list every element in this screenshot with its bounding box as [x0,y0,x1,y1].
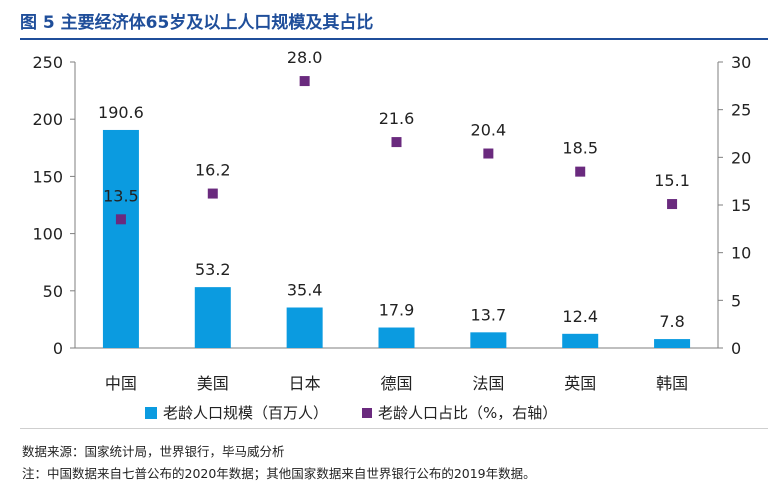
bar [470,332,507,348]
y-right-tick-label: 25 [731,101,751,120]
x-tick-label: 德国 [380,374,412,393]
legend-label-scatter: 老龄人口占比（%，右轴） [378,404,558,422]
title-divider [20,38,768,40]
x-tick-label: 法国 [472,374,504,393]
x-tick-label: 美国 [197,374,229,393]
scatter-data-label: 13.5 [103,186,139,205]
scatter-point [115,214,126,225]
chart-legend: 老龄人口规模（百万人） 老龄人口占比（%，右轴） [145,402,591,423]
bar-data-label: 13.7 [471,305,507,324]
legend-swatch-bar [145,406,157,419]
y-left-tick-label: 150 [32,167,63,186]
scatter-point [667,199,678,210]
x-tick-label: 韩国 [656,374,688,393]
legend-swatch-scatter [362,407,373,418]
note-text: 注：中国数据来自七普公布的2020年数据；其他国家数据来自世界银行公布的2019… [22,466,536,481]
bar-data-label: 35.4 [287,281,323,300]
y-right-tick-label: 10 [731,244,751,263]
y-right-tick-label: 5 [731,291,741,310]
bar-data-label: 12.4 [562,307,598,326]
y-left-tick-label: 200 [32,110,63,129]
bar [562,333,599,348]
scatter-point [299,76,310,87]
scatter-data-label: 18.5 [562,139,598,158]
x-tick-label: 日本 [289,374,321,393]
scatter-point [483,148,494,159]
bar-data-label: 7.8 [659,312,684,331]
x-tick-label: 英国 [564,374,596,393]
y-left-tick-label: 0 [53,339,63,358]
scatter-data-label: 28.0 [287,48,323,67]
chart-title: 图 5 主要经济体65岁及以上人口规模及其占比 [20,13,374,33]
scatter-point [575,166,586,177]
y-right-tick-label: 0 [731,339,741,358]
y-left-tick-label: 50 [43,282,63,301]
legend-item-bar: 老龄人口规模（百万人） [145,402,328,423]
bar-data-label: 17.9 [379,301,415,320]
legend-label-bar: 老龄人口规模（百万人） [163,404,329,422]
footer-divider [20,428,768,429]
y-left-tick-label: 100 [32,225,63,244]
x-tick-label: 中国 [105,374,137,393]
bar [102,129,139,348]
scatter-data-label: 15.1 [654,171,690,190]
legend-item-scatter: 老龄人口占比（%，右轴） [362,402,557,423]
bar-data-label: 53.2 [195,260,231,279]
y-right-tick-label: 20 [731,148,751,167]
scatter-point [391,137,402,148]
y-left-tick-label: 250 [32,53,63,72]
source-text: 数据来源：国家统计局，世界银行，毕马威分析 [22,444,285,459]
bar [654,339,691,348]
y-right-tick-label: 15 [731,196,751,215]
scatter-point [207,188,218,199]
scatter-data-label: 21.6 [379,109,415,128]
bar [286,307,323,348]
bar [194,287,231,348]
scatter-data-label: 20.4 [471,121,507,140]
bar-data-label: 190.6 [98,103,144,122]
y-right-tick-label: 30 [731,53,751,72]
scatter-data-label: 16.2 [195,161,231,180]
bar [378,327,415,348]
